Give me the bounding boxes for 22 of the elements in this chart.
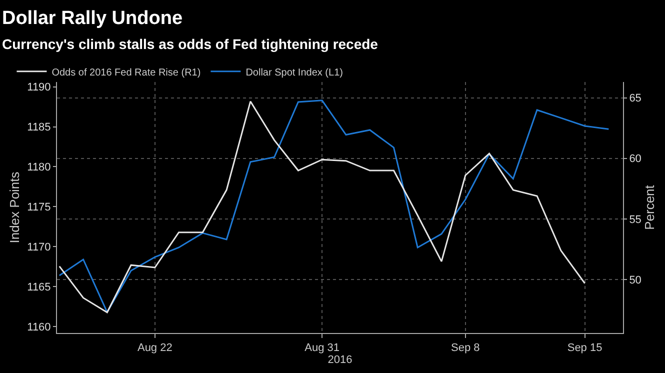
y-axis-title: Index Points	[7, 171, 22, 244]
y2-tick-label: 50	[629, 274, 642, 286]
legend-label: Dollar Spot Index (L1)	[246, 67, 343, 78]
y-tick-label: 1185	[27, 122, 51, 134]
x-tick-label: Sep 8	[451, 342, 480, 354]
y-tick-label: 1175	[27, 202, 51, 214]
y2-axis-title: Percent	[642, 184, 658, 230]
y-tick-label: 1165	[27, 281, 51, 294]
y-tick-label: 1180	[27, 162, 51, 174]
y-tick-label: 1190	[27, 82, 51, 94]
y2-tick-label: 55	[629, 214, 642, 226]
y-tick-label: 1160	[27, 321, 51, 334]
chart-subtitle: Currency's climb stalls as odds of Fed tightening recede	[2, 36, 378, 52]
x-tick-label: Aug 31	[304, 342, 340, 354]
x-tick-label: Aug 22	[137, 342, 172, 354]
y2-tick-label: 65	[629, 92, 642, 105]
x-tick-label: Sep 15	[567, 342, 602, 354]
y-tick-label: 1170	[27, 242, 51, 254]
legend-label: Odds of 2016 Fed Rate Rise (R1)	[52, 67, 201, 78]
chart-title: Dollar Rally Undone	[2, 8, 183, 30]
y2-tick-label: 60	[629, 153, 642, 166]
x-axis-title: 2016	[328, 354, 352, 366]
